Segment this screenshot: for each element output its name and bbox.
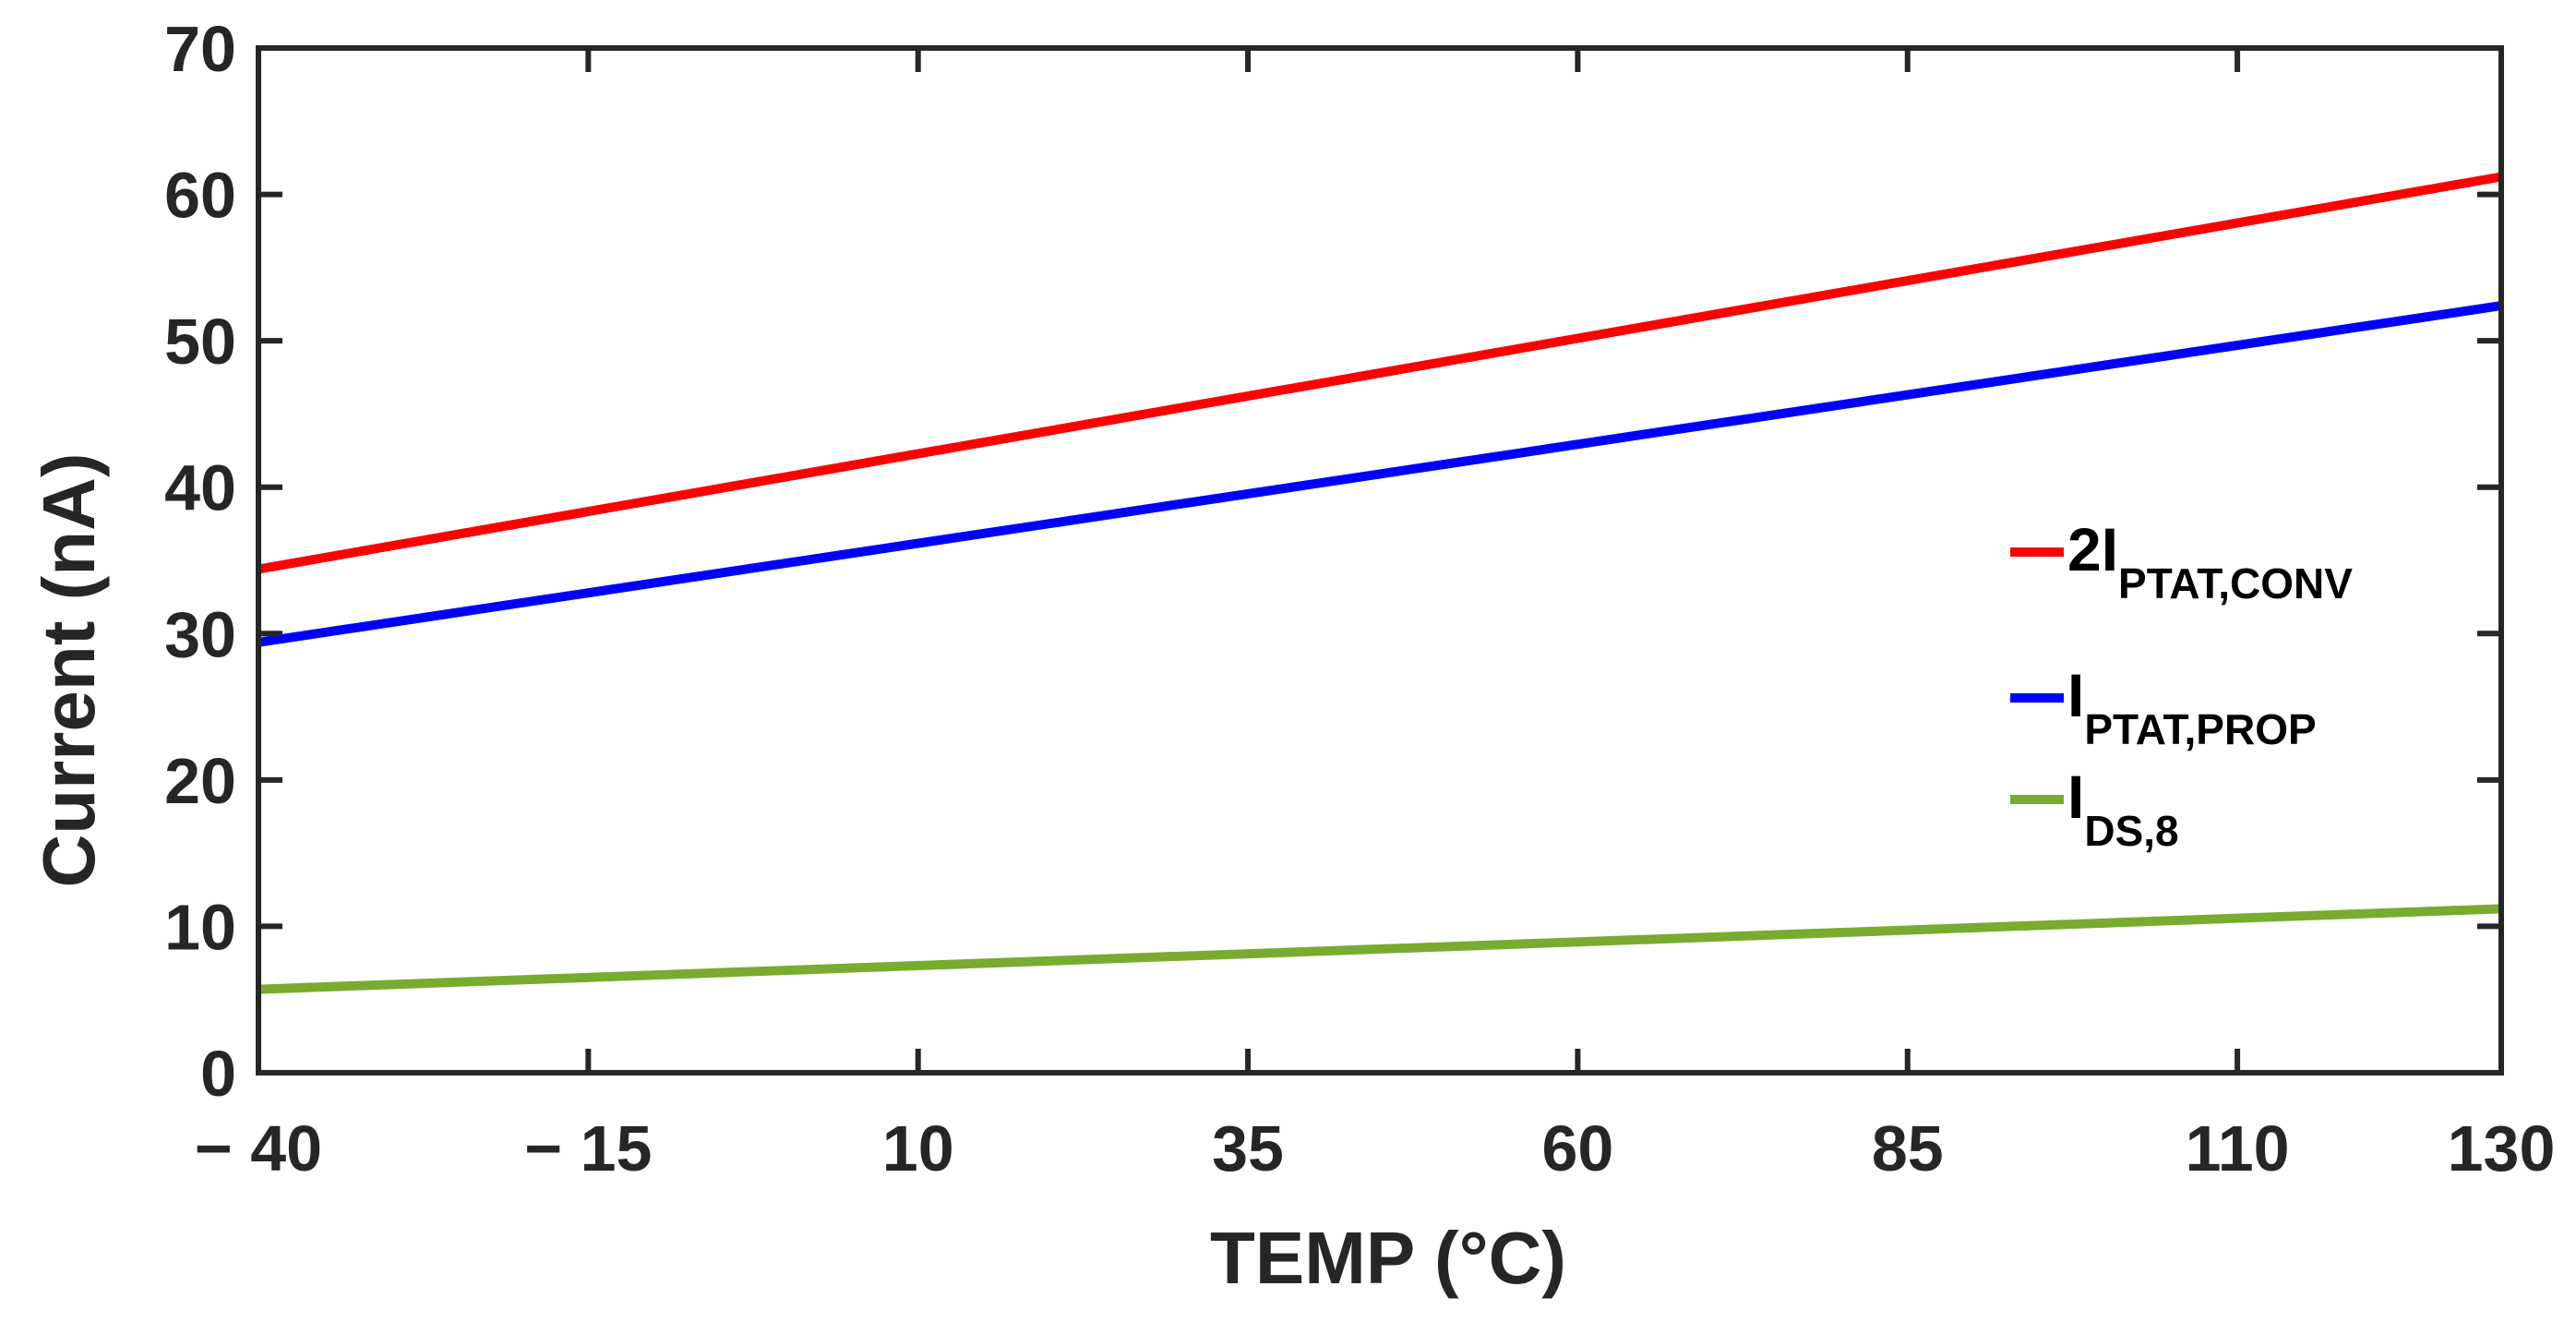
x-tick-label: 130 — [2448, 1112, 2556, 1184]
x-tick-label: 60 — [1541, 1112, 1613, 1184]
y-axis-title: Current (nA) — [28, 452, 110, 887]
y-tick-label: 60 — [164, 160, 236, 232]
legend-label-subscript: DS,8 — [2084, 807, 2178, 855]
series-line-3 — [258, 904, 2502, 994]
x-tick-label: 85 — [1872, 1112, 1944, 1184]
series-line-1 — [258, 172, 2502, 574]
y-tick-label: 40 — [164, 452, 236, 524]
legend-item-2: IPTAT,PROP — [2010, 661, 2317, 753]
x-tick-label: 10 — [882, 1112, 954, 1184]
x-axis-title: TEMP (°C) — [1210, 1217, 1566, 1299]
series-line-2 — [258, 301, 2502, 647]
y-tick-label: 70 — [164, 13, 236, 85]
legend-label-subscript: PTAT,CONV — [2118, 559, 2353, 607]
ticks-layer: − 40 − 15 10 35 60 85 110 130 0 10 20 30 40 50 60 70 — [164, 13, 2555, 1184]
y-tick-label: 50 — [164, 306, 236, 378]
plot-area-frame — [256, 45, 2504, 1076]
y-tick-label: 20 — [164, 745, 236, 817]
legend-item-1: 2IPTAT,CONV — [2010, 515, 2353, 607]
series-layer — [258, 172, 2502, 994]
legend-label-main: 2I — [2067, 515, 2118, 583]
x-tick-label: 35 — [1212, 1112, 1284, 1184]
x-tick-label: − 15 — [524, 1112, 652, 1184]
legend-item-3: IDS,8 — [2010, 763, 2179, 855]
y-tick-label: 0 — [200, 1038, 236, 1110]
x-tick-label: − 40 — [195, 1112, 322, 1184]
x-tick-label: 110 — [2186, 1112, 2290, 1184]
legend-label-subscript: PTAT,PROP — [2084, 705, 2316, 753]
y-tick-label: 10 — [164, 891, 236, 963]
legend-label: IPTAT,PROP — [2067, 661, 2317, 753]
axes-layer — [256, 45, 2504, 1076]
legend-label-main: I — [2067, 661, 2084, 729]
y-tick-label: 30 — [164, 598, 236, 670]
legend-label: IDS,8 — [2067, 763, 2179, 855]
legend-label-main: I — [2067, 763, 2084, 831]
legend-label: 2IPTAT,CONV — [2067, 515, 2353, 607]
